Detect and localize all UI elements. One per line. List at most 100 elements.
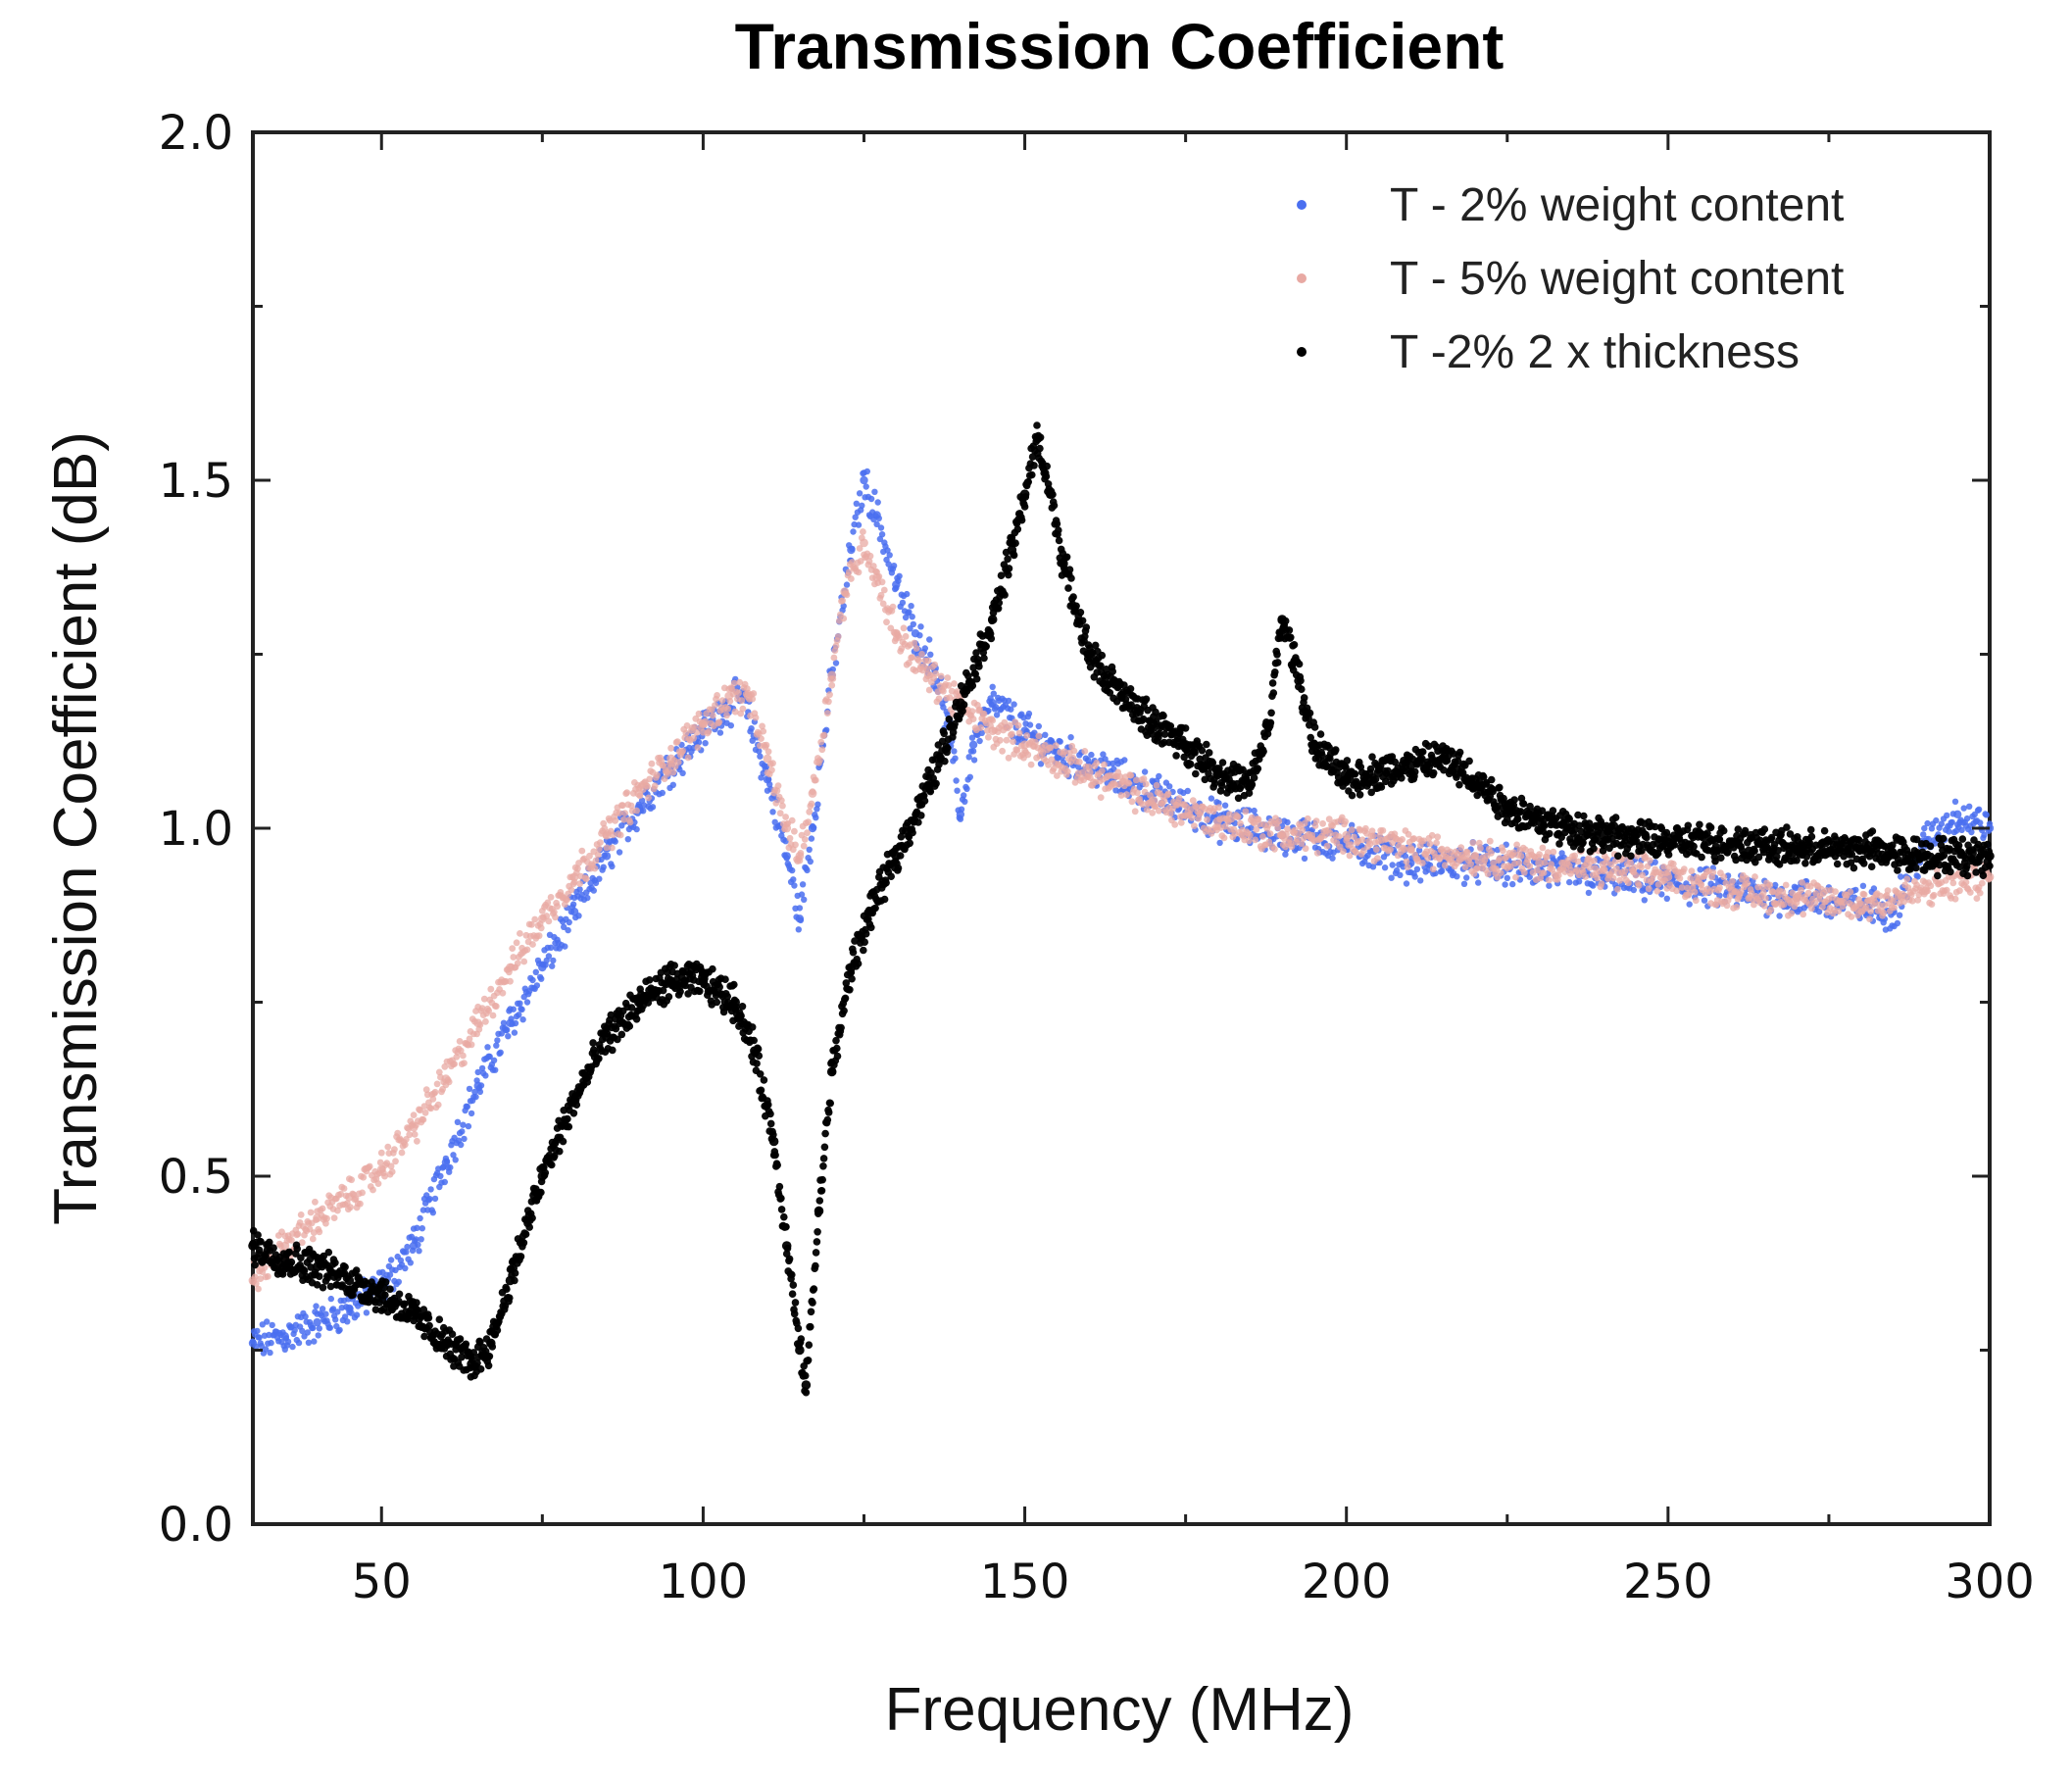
data-point <box>1600 865 1607 873</box>
data-point <box>1371 775 1380 783</box>
data-point <box>523 999 531 1006</box>
data-point <box>1515 859 1523 866</box>
data-point <box>1265 838 1273 846</box>
data-point <box>1281 617 1290 625</box>
data-point <box>766 781 773 788</box>
data-point <box>983 727 991 734</box>
data-point <box>1155 729 1163 738</box>
data-point <box>1009 730 1015 738</box>
data-point <box>1573 866 1581 873</box>
data-point <box>805 818 812 826</box>
data-point <box>1701 897 1708 904</box>
data-point <box>1267 709 1275 717</box>
data-point <box>413 1236 419 1243</box>
data-point <box>1758 883 1766 891</box>
data-point <box>1720 873 1728 881</box>
data-point <box>441 1178 448 1186</box>
data-point <box>987 634 996 643</box>
data-point <box>1175 795 1183 802</box>
data-point <box>1645 885 1653 893</box>
data-point <box>288 1236 295 1244</box>
data-point <box>1692 897 1700 905</box>
data-point <box>1271 845 1278 853</box>
data-point <box>433 1080 441 1088</box>
data-point <box>552 914 559 921</box>
data-point <box>1072 602 1080 611</box>
data-point <box>1627 859 1634 866</box>
data-point <box>946 694 954 702</box>
data-point <box>790 876 797 883</box>
data-point <box>902 632 910 640</box>
data-point <box>1477 844 1484 852</box>
data-point <box>909 654 916 661</box>
data-point <box>600 864 607 870</box>
data-point <box>1924 819 1931 827</box>
data-point <box>1500 847 1506 855</box>
data-point <box>1091 641 1100 650</box>
data-point <box>547 944 555 951</box>
data-point <box>750 1036 758 1045</box>
data-point <box>1284 818 1291 826</box>
data-point <box>969 748 977 755</box>
data-point <box>1221 822 1229 830</box>
data-point <box>462 1340 470 1349</box>
data-point <box>482 1017 489 1025</box>
data-point <box>783 1244 792 1253</box>
data-point <box>258 1342 265 1350</box>
data-point <box>820 1143 829 1152</box>
data-point <box>1475 839 1483 847</box>
data-point <box>299 1327 306 1335</box>
data-point <box>1335 833 1343 840</box>
data-point <box>1052 742 1060 750</box>
data-point <box>395 1278 402 1286</box>
data-point <box>1793 899 1801 907</box>
data-point <box>1900 898 1907 906</box>
data-point <box>414 1307 422 1315</box>
data-point <box>1475 879 1482 886</box>
data-point <box>480 995 488 1003</box>
data-point <box>1401 846 1408 854</box>
data-point <box>569 1110 578 1117</box>
data-point <box>1307 733 1314 742</box>
data-point <box>1082 623 1091 631</box>
data-point <box>810 1285 818 1293</box>
data-point <box>1767 906 1775 914</box>
data-point <box>972 674 981 683</box>
data-point <box>319 1283 327 1292</box>
data-point <box>386 1285 394 1293</box>
data-point <box>1159 712 1167 720</box>
data-point <box>403 1136 410 1143</box>
data-point <box>1509 880 1516 888</box>
data-point <box>1914 897 1922 904</box>
data-point <box>926 787 935 796</box>
data-point <box>995 599 1004 607</box>
data-point <box>904 590 911 598</box>
data-point <box>1150 724 1159 732</box>
data-point <box>617 831 624 839</box>
data-point <box>1245 837 1253 845</box>
data-point <box>1049 490 1057 499</box>
data-point <box>1517 853 1525 860</box>
data-point <box>459 1128 466 1135</box>
data-point <box>879 600 887 608</box>
data-point <box>940 704 947 711</box>
data-point <box>1187 806 1195 814</box>
data-point <box>1367 788 1375 797</box>
data-point <box>471 1088 478 1096</box>
data-point <box>511 1029 518 1036</box>
data-point <box>814 1228 821 1236</box>
data-point <box>456 1335 465 1343</box>
data-point <box>716 729 724 736</box>
data-point <box>1191 822 1198 829</box>
data-point <box>924 657 932 665</box>
data-point <box>997 571 1006 579</box>
data-point <box>1302 845 1309 853</box>
data-point <box>850 528 857 535</box>
data-point <box>709 964 716 973</box>
data-point <box>735 689 742 697</box>
data-point <box>1962 878 1970 886</box>
data-point <box>313 1317 321 1327</box>
data-point <box>1927 882 1935 890</box>
data-point <box>1379 827 1387 834</box>
data-point <box>988 617 996 625</box>
